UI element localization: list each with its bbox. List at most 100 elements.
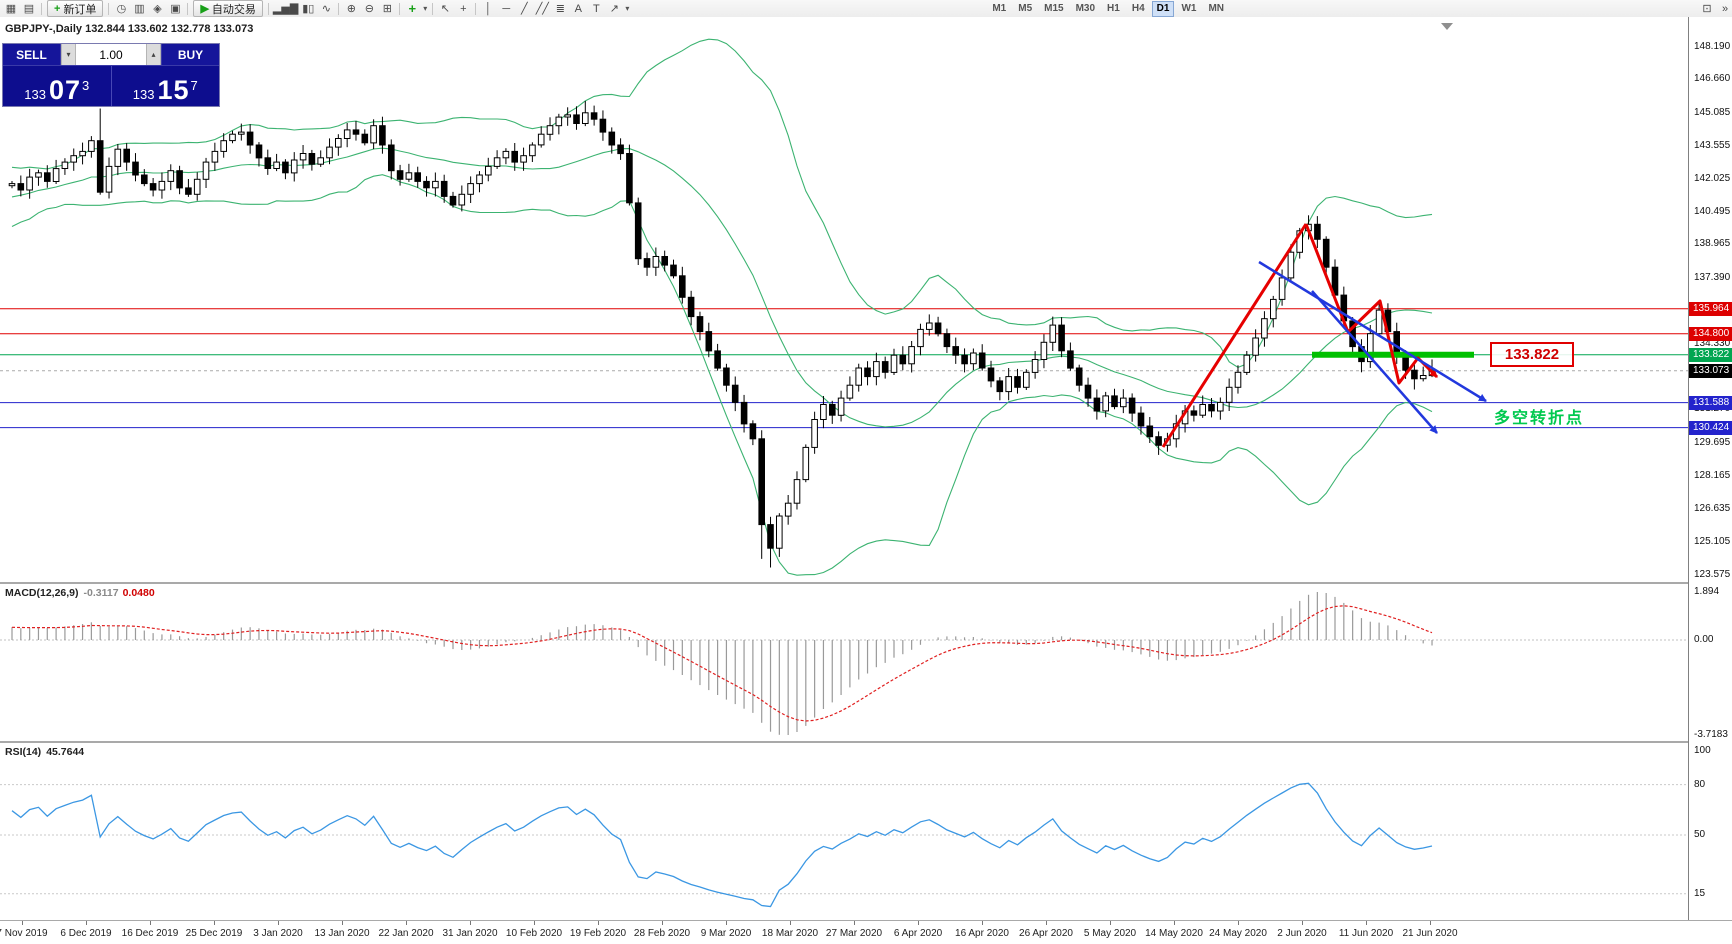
timeframe-button-m30[interactable]: M30: [1075, 2, 1096, 14]
label-icon[interactable]: T: [592, 2, 600, 15]
cursor-icon[interactable]: ↖: [440, 3, 450, 15]
chart-shift-marker: [1441, 23, 1453, 30]
price-scale-badge: 131.588: [1689, 395, 1732, 410]
timeframe-button-w1[interactable]: W1: [1181, 2, 1197, 14]
macd-main-value: -0.3117: [83, 587, 119, 599]
arrows-icon[interactable]: ↗: [609, 3, 619, 15]
tile-windows-icon[interactable]: ⊞: [382, 3, 392, 15]
data-window-icon[interactable]: ▥: [134, 3, 145, 15]
date-label: 27 Mar 2020: [825, 928, 883, 939]
buy-button[interactable]: BUY: [161, 44, 219, 65]
date-label: 19 Feb 2020: [569, 928, 627, 939]
bar-chart-icon[interactable]: ▂▅▇: [272, 3, 299, 15]
macd-signal-line: [11, 605, 1433, 722]
blue-channel-line[interactable]: [1311, 290, 1438, 434]
market-watch-icon[interactable]: ◷: [116, 3, 127, 15]
sell-button[interactable]: SELL: [3, 44, 61, 65]
zoom-out-icon[interactable]: ⊖: [364, 3, 374, 15]
time-axis-tick: [1430, 921, 1431, 925]
timeframe-button-m1[interactable]: M1: [992, 2, 1007, 14]
date-label: 31 Jan 2020: [442, 928, 498, 939]
price-scale-badge: 133.822: [1689, 347, 1732, 362]
date-label: 25 Dec 2019: [185, 928, 243, 939]
time-axis-tick: [86, 921, 87, 925]
panel-divider[interactable]: [0, 741, 1732, 743]
line-chart-icon[interactable]: ∿: [321, 3, 331, 15]
bollinger-lower-band[interactable]: [11, 174, 1433, 576]
time-axis[interactable]: 7 Nov 2019 6 Dec 2019 16 Dec 2019 25 Dec 20…: [0, 921, 1732, 944]
toolbar-separator: [432, 2, 434, 15]
volume-increase-spinner[interactable]: ▴: [146, 44, 161, 65]
ask-big-figure: 133: [132, 87, 155, 102]
bollinger-middle-band[interactable]: [11, 147, 1433, 428]
timeframe-toolbar: M1 M5 M15 M30 H1 H4 D1 W1 MN: [986, 0, 1230, 17]
timeframe-button-h4[interactable]: H4: [1131, 2, 1145, 14]
macd-histogram: [11, 592, 1433, 735]
rsi-panel[interactable]: RSI(14) 45.7644: [0, 743, 1688, 920]
date-label: 5 May 2020: [1083, 928, 1137, 939]
date-label: 3 Jan 2020: [253, 928, 303, 939]
blue-channel-line[interactable]: [1258, 260, 1487, 403]
time-axis-tick: [1174, 921, 1175, 925]
crosshair-icon[interactable]: +: [460, 2, 467, 15]
bollinger-bands: [11, 38, 1433, 576]
price-scale-label: 143.555: [1694, 139, 1731, 151]
bid-pipette: 3: [82, 78, 90, 93]
volume-decrease-spinner[interactable]: ▾: [61, 44, 76, 65]
text-icon[interactable]: A: [574, 2, 582, 15]
price-scale-label: 123.575: [1694, 568, 1731, 580]
channel-icon[interactable]: ╱╱: [535, 3, 549, 15]
bid-big-figure: 133: [24, 87, 46, 102]
time-axis-tick: [150, 921, 151, 925]
macd-label: MACD(12,26,9) -0.3117 0.0480: [5, 587, 155, 599]
zoom-in-icon[interactable]: ⊕: [346, 3, 356, 15]
ask-price-display: 133 15 7: [112, 66, 220, 106]
profiles-icon[interactable]: ▤: [23, 3, 35, 15]
date-label: 26 Apr 2020: [1019, 928, 1073, 939]
rsi-label: RSI(14) 45.7644: [5, 746, 84, 758]
vertical-line-icon[interactable]: │: [484, 2, 492, 15]
price-scale-label: 129.695: [1694, 437, 1731, 449]
price-scale-badge: 134.800: [1689, 326, 1732, 341]
macd-panel[interactable]: MACD(12,26,9) -0.3117 0.0480: [0, 584, 1688, 741]
terminal-icon[interactable]: ▣: [170, 3, 181, 15]
rsi-canvas[interactable]: [0, 743, 1688, 920]
timeframe-button-mn[interactable]: MN: [1208, 2, 1224, 14]
timeframe-button-m15[interactable]: M15: [1044, 2, 1064, 14]
auto-trading-button[interactable]: ▶ 自动交易: [193, 0, 263, 17]
price-annotation-label[interactable]: 133.822: [1490, 342, 1574, 367]
rsi-value: 45.7644: [46, 746, 85, 758]
price-scale-badge: 133.073: [1689, 363, 1732, 378]
timeframe-button-h1[interactable]: H1: [1107, 2, 1120, 14]
candlestick-icon[interactable]: ▮▯: [302, 3, 315, 15]
dropdown-caret-icon[interactable]: ▾: [423, 4, 428, 13]
new-order-button[interactable]: + 新订单: [47, 0, 104, 17]
volume-input[interactable]: [76, 44, 146, 65]
bid-pips: 07: [48, 75, 81, 105]
panel-divider[interactable]: [0, 582, 1732, 584]
print-icon[interactable]: ⊡: [1702, 3, 1712, 15]
timeframe-button-d1[interactable]: D1: [1151, 0, 1175, 17]
macd-canvas[interactable]: [0, 584, 1688, 741]
toolbar-separator: [475, 2, 477, 15]
new-chart-icon[interactable]: ▦: [5, 3, 17, 15]
timeframe-button-m5[interactable]: M5: [1018, 2, 1033, 14]
overflow-icon[interactable]: »: [1721, 2, 1729, 15]
horizontal-line-icon[interactable]: ─: [502, 2, 511, 15]
red-rally-trendline[interactable]: [1161, 223, 1308, 448]
turning-point-label[interactable]: 多空转折点: [1494, 410, 1585, 427]
price-scale-label: 140.495: [1694, 205, 1731, 217]
time-axis-tick: [214, 921, 215, 925]
date-label: 6 Apr 2020: [893, 928, 943, 939]
rsi-name: RSI(14): [5, 746, 42, 758]
navigator-icon[interactable]: ◈: [153, 3, 162, 15]
fibonacci-icon[interactable]: ≣: [555, 3, 565, 15]
trendline-icon[interactable]: ╱: [521, 3, 528, 15]
price-chart-canvas[interactable]: [0, 17, 1688, 582]
dropdown-caret-icon[interactable]: ▾: [625, 4, 630, 13]
indicators-icon[interactable]: +: [408, 1, 417, 16]
price-scale[interactable]: 148.190 146.660 145.085 143.555 142.025 140.4…: [1688, 17, 1732, 920]
bollinger-upper-band[interactable]: [11, 38, 1433, 369]
one-click-trading-widget: SELL ▾ ▴ BUY 133 07 3 133 15 7: [2, 43, 220, 107]
price-chart-panel[interactable]: GBPJPY-,Daily 132.844 133.602 132.778 13…: [0, 17, 1688, 582]
